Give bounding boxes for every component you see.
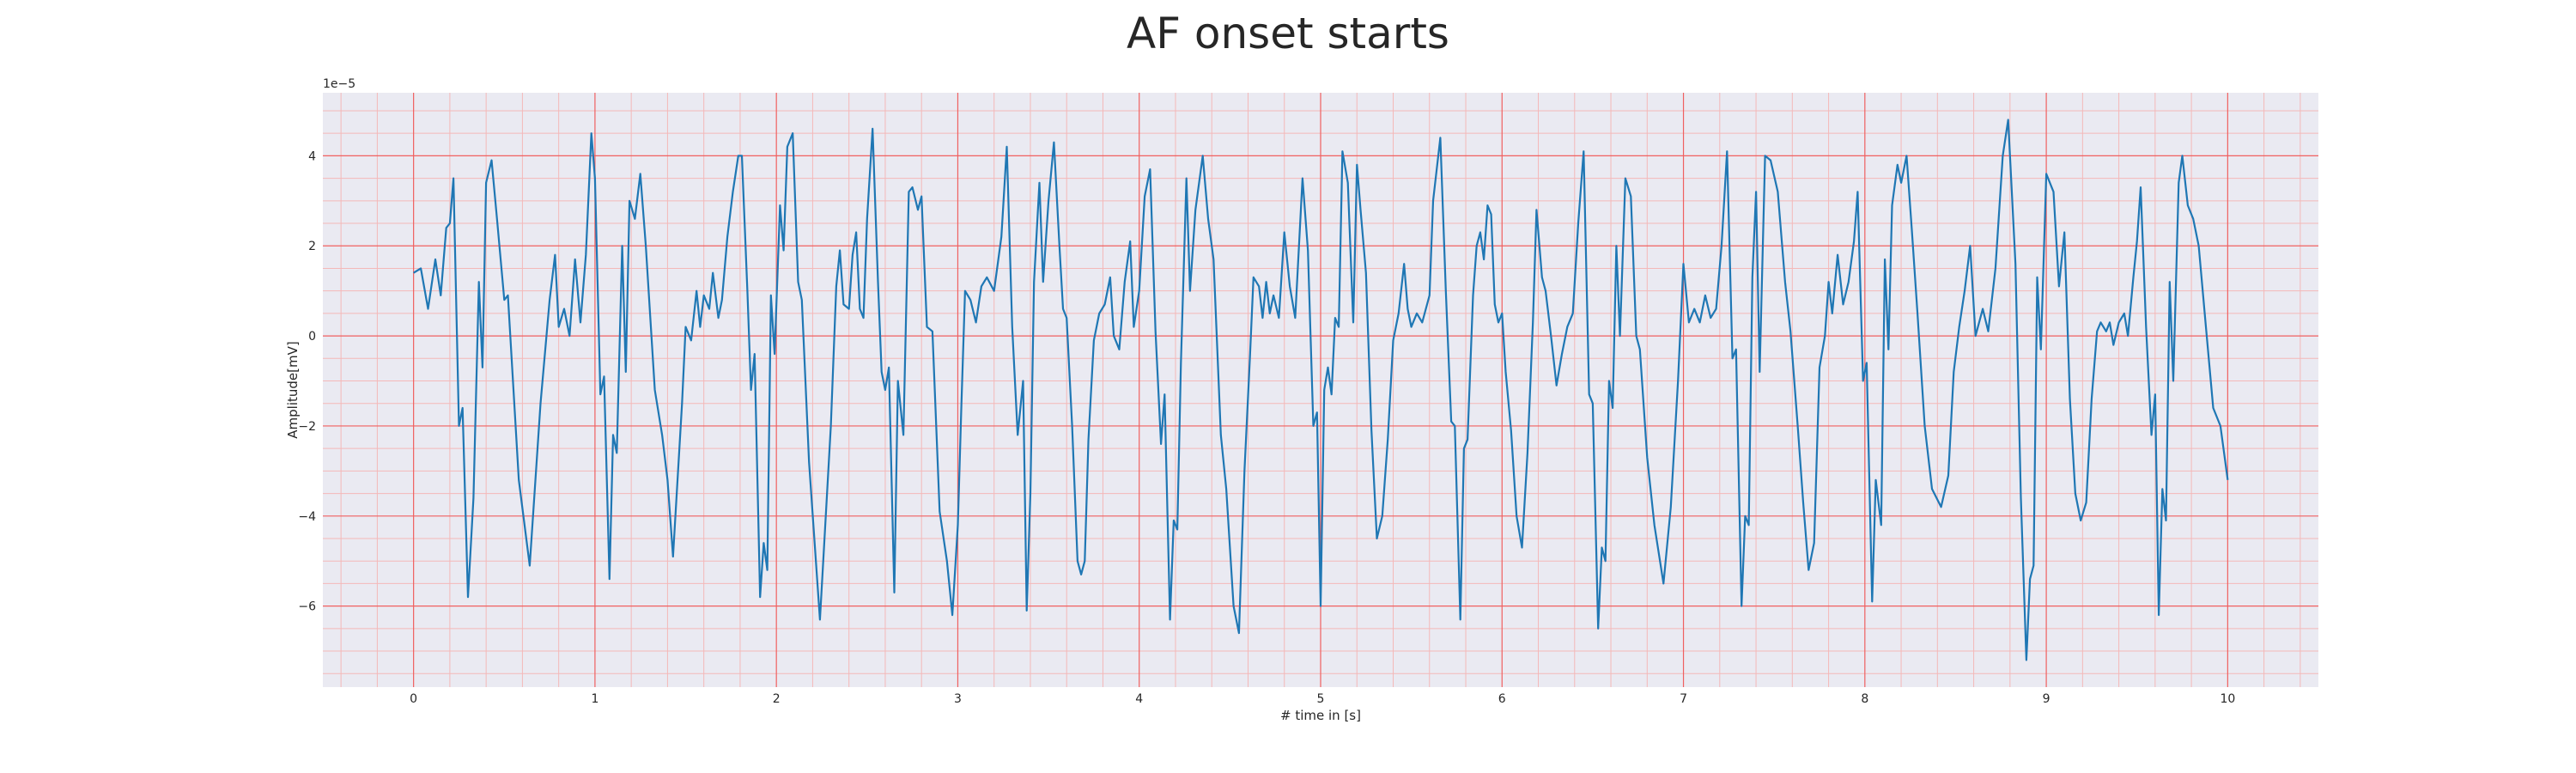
y-tick-label: 4 bbox=[308, 149, 316, 163]
y-tick-label: 0 bbox=[308, 330, 316, 344]
y-tick-label: −4 bbox=[298, 510, 316, 524]
x-tick-label: 8 bbox=[1861, 692, 1868, 706]
chart-title: AF onset starts bbox=[1127, 9, 1449, 58]
major-grid bbox=[323, 93, 2318, 687]
y-tick-label: 2 bbox=[308, 240, 316, 253]
x-tick-label: 3 bbox=[954, 692, 962, 706]
series-line bbox=[413, 119, 2229, 661]
x-tick-label: 2 bbox=[773, 692, 781, 706]
x-tick-label: 9 bbox=[2043, 692, 2050, 706]
x-tick-label: 7 bbox=[1680, 692, 1687, 706]
x-tick-label: 6 bbox=[1498, 692, 1506, 706]
x-tick-labels: 0 1 2 3 4 5 6 7 8 9 10 bbox=[410, 692, 2235, 706]
x-tick-label: 1 bbox=[591, 692, 598, 706]
y-axis-label: Amplitude[mV] bbox=[285, 341, 301, 438]
x-tick-label: 5 bbox=[1317, 692, 1325, 706]
y-offset-label: 1e−5 bbox=[323, 77, 355, 91]
x-axis-label: # time in [s] bbox=[1280, 708, 1361, 723]
y-tick-labels: −6 −4 −2 0 2 4 bbox=[298, 149, 316, 613]
x-tick-label: 10 bbox=[2220, 692, 2235, 706]
y-tick-label: −6 bbox=[298, 600, 316, 614]
x-tick-label: 0 bbox=[410, 692, 417, 706]
x-tick-label: 4 bbox=[1135, 692, 1143, 706]
y-tick-label: −2 bbox=[298, 420, 316, 434]
